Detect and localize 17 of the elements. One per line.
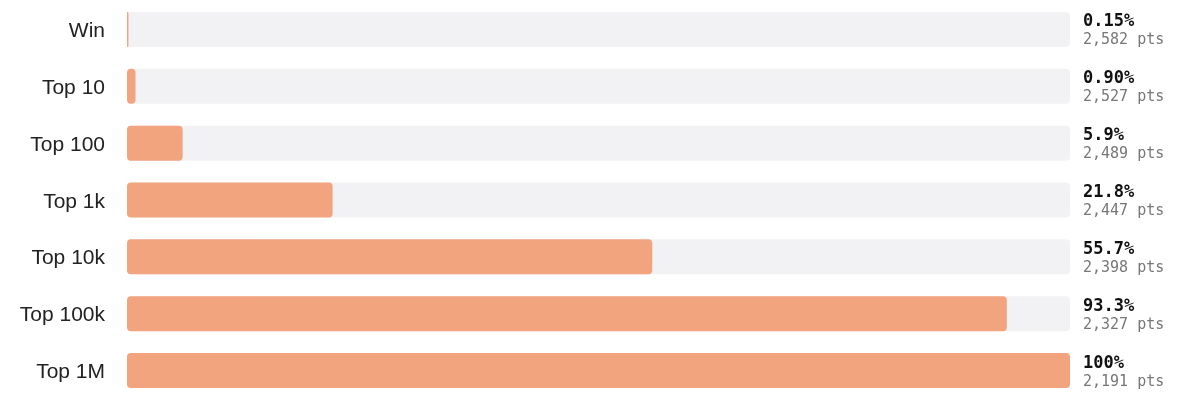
y-tick-label: Top 10 [41, 74, 105, 98]
data-label: 0.90% 2,527 pts [1083, 67, 1165, 106]
data-label: 100% 2,191 pts [1083, 351, 1165, 390]
y-tick-label: Top 100 [30, 131, 105, 155]
bar [127, 125, 183, 161]
y-tick-label: Top 100k [19, 302, 106, 326]
bar [127, 68, 136, 104]
y-tick-label: Top 1M [36, 359, 105, 383]
bar [127, 182, 333, 218]
data-label: 5.9% 2,489 pts [1083, 124, 1165, 163]
y-tick-label: Top 10k [31, 245, 106, 269]
data-label: 93.3% 2,327 pts [1083, 294, 1165, 333]
data-label: 55.7% 2,398 pts [1083, 237, 1165, 276]
y-tick-label: Top 1k [43, 188, 106, 212]
data-label: 0.15% 2,582 pts [1083, 10, 1165, 49]
y-tick-label: Win [68, 17, 105, 41]
data-label: 21.8% 2,447 pts [1083, 181, 1165, 219]
